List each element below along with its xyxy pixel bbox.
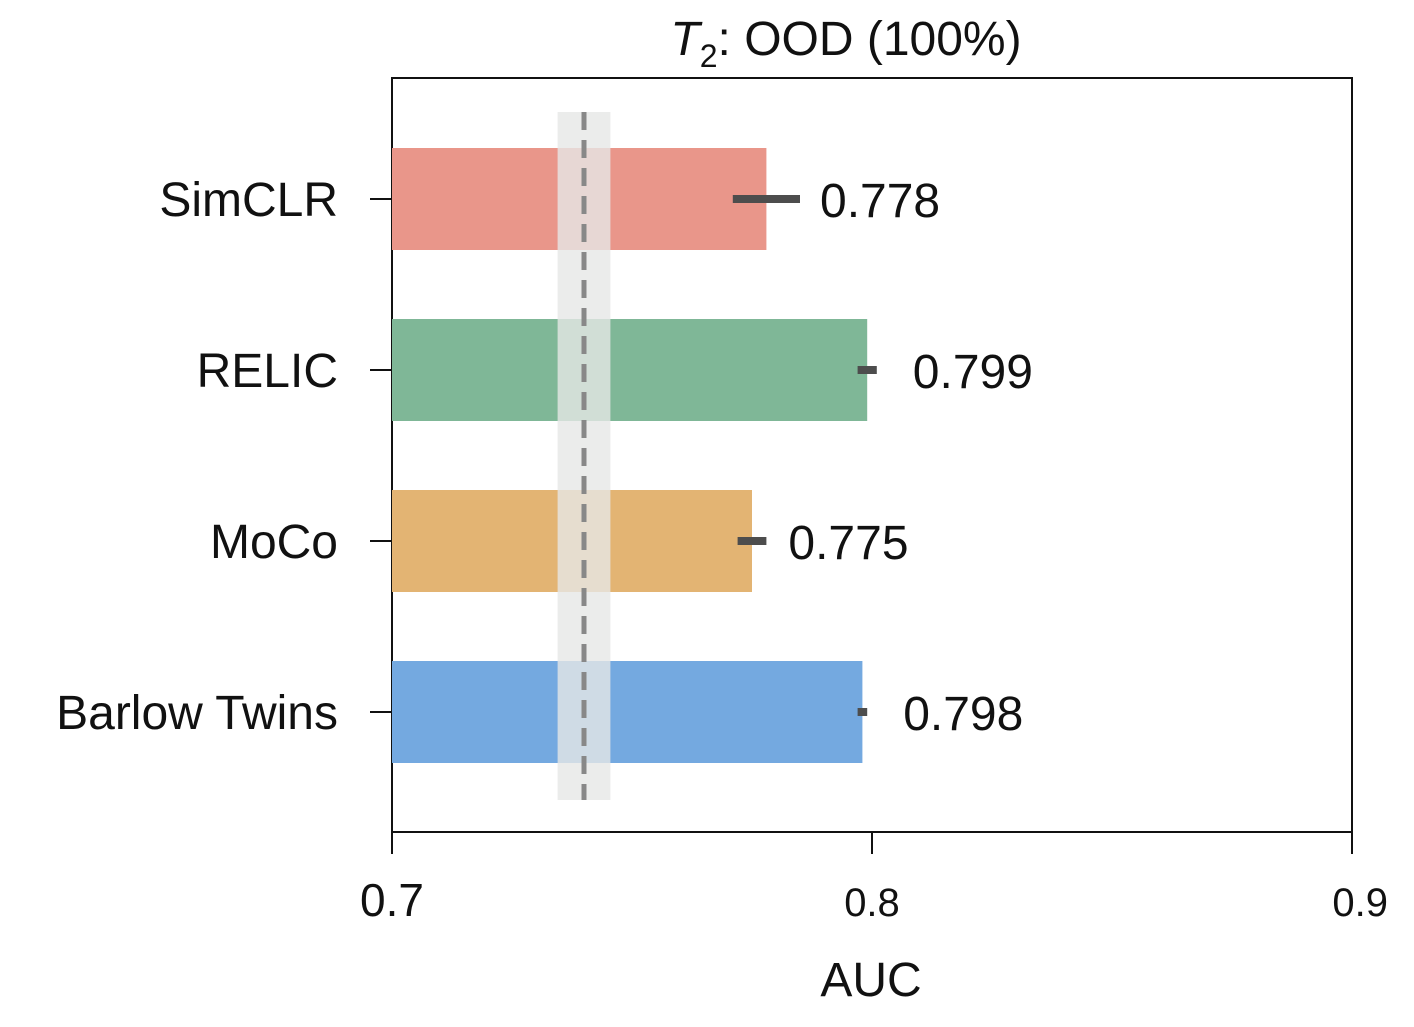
bar-barlow-twins (392, 661, 863, 763)
bar-relic (392, 319, 868, 421)
title-text: : OOD (100%) (718, 13, 1022, 66)
title-subscript: 2 (700, 38, 718, 74)
category-label: SimCLR (159, 174, 338, 227)
value-label: 0.798 (903, 688, 1023, 741)
value-label: 0.778 (820, 175, 940, 228)
x-tick-label: 0.8 (844, 881, 900, 925)
x-axis-label: AUC (820, 954, 921, 1007)
category-label: RELIC (197, 345, 338, 398)
value-label: 0.799 (913, 346, 1033, 399)
chart-title: T2: OOD (100%) (670, 13, 1021, 74)
plot-area: 0.778 SimCLR 0.799 RELIC 0.775 MoCo 0.798 Barlo… (56, 77, 1388, 926)
category-label: MoCo (210, 516, 338, 569)
category-label: Barlow Twins (56, 687, 338, 740)
x-tick-label: 0.9 (1332, 881, 1388, 925)
title-variable: T (670, 13, 703, 66)
value-label: 0.775 (788, 517, 908, 570)
x-tick-label: 0.7 (360, 874, 424, 926)
